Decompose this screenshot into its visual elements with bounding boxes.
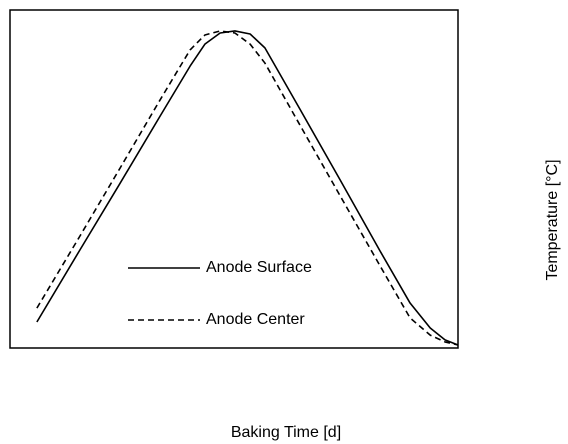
data-line bbox=[36, 30, 459, 346]
legend-label: Anode Center bbox=[206, 311, 305, 328]
legend-label: Anode Surface bbox=[206, 259, 312, 276]
plot-frame bbox=[9, 9, 459, 349]
data-line bbox=[36, 30, 459, 346]
y-axis-label: Temperature [°C] bbox=[544, 159, 561, 280]
x-axis-label: Baking Time [d] bbox=[231, 424, 341, 441]
